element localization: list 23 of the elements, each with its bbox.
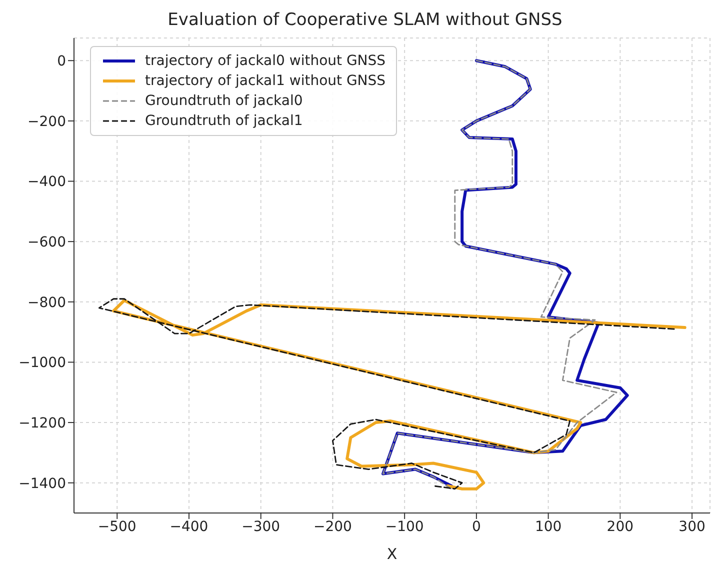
legend-label: trajectory of jackal1 without GNSS <box>145 72 386 91</box>
x-tick-label: 0 <box>472 518 481 535</box>
legend-label: Groundtruth of jackal0 <box>145 92 303 111</box>
x-tick-label: −300 <box>242 518 280 535</box>
y-tick-label: −600 <box>28 234 66 251</box>
x-tick-label: 100 <box>534 518 562 535</box>
y-tick-label: −200 <box>28 114 66 130</box>
legend-label: trajectory of jackal0 without GNSS <box>145 52 386 71</box>
x-tick-label: −100 <box>385 518 424 535</box>
x-tick-label: 300 <box>678 518 706 535</box>
x-tick-label: 200 <box>606 518 634 535</box>
y-tick-label: −1200 <box>18 415 66 432</box>
y-tick-label: −1000 <box>18 355 66 372</box>
y-tick-label: −400 <box>28 174 66 190</box>
x-axis-title: X <box>386 545 398 563</box>
x-tick-label: −400 <box>170 518 208 535</box>
x-tick-label: −200 <box>313 518 352 535</box>
x-tick-label: −500 <box>98 518 136 535</box>
y-tick-label: 0 <box>57 54 66 70</box>
chart-title: Evaluation of Cooperative SLAM without GNSS <box>166 9 564 32</box>
legend-label: Groundtruth of jackal1 <box>145 112 303 131</box>
y-tick-label: −800 <box>28 294 66 311</box>
y-tick-label: −1400 <box>18 476 66 492</box>
